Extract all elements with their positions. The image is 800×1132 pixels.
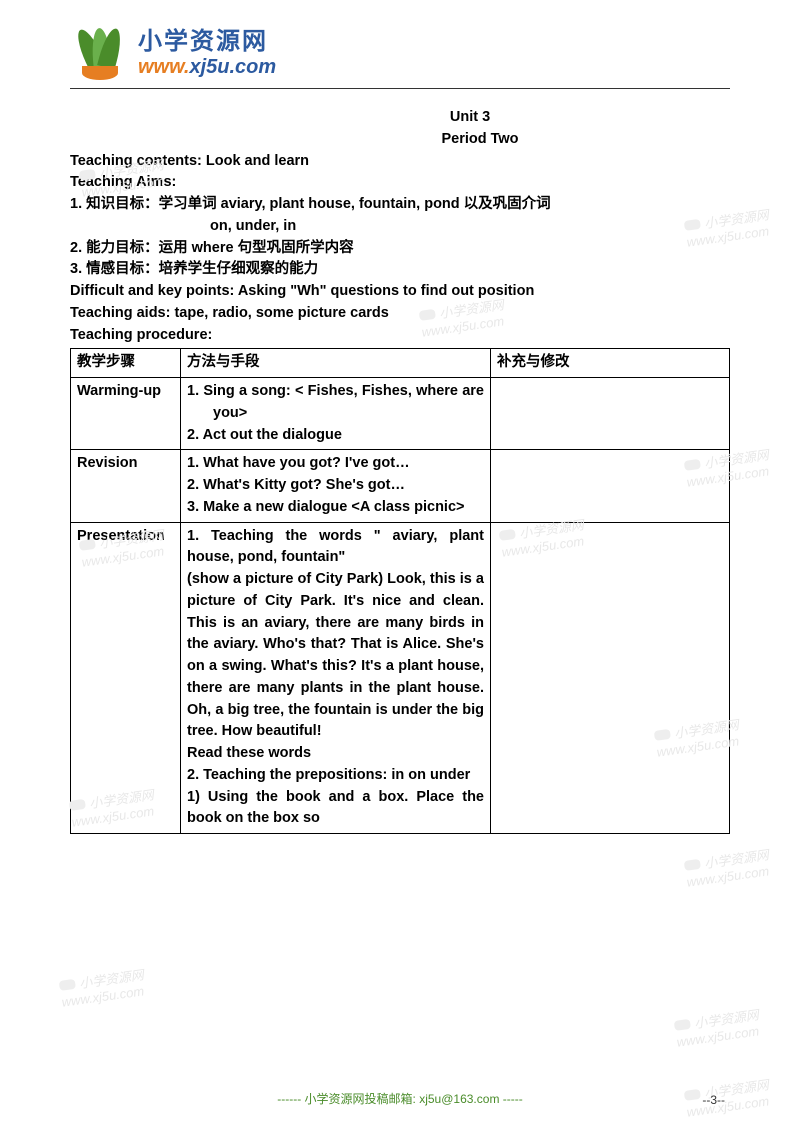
step-cell: Revision <box>71 450 181 522</box>
teaching-procedure-label: Teaching procedure: <box>70 325 730 347</box>
unit-title: Unit 3 <box>210 107 730 129</box>
table-row: Warming-up 1. Sing a song: < Fishes, Fis… <box>71 378 730 450</box>
teaching-contents: Teaching contents: Look and learn <box>70 151 730 173</box>
notes-cell <box>491 522 730 834</box>
aim-1-cont: on, under, in <box>70 216 730 238</box>
watermark: 小学资源网www.xj5u.com <box>683 844 772 890</box>
logo-area: 小学资源网 www.xj5u.com <box>70 20 730 80</box>
method-cell: 1. Sing a song: < Fishes, Fishes, where … <box>181 378 491 450</box>
notes-cell <box>491 450 730 522</box>
divider <box>70 88 730 89</box>
aim-2: 2. 能力目标：运用 where 句型巩固所学内容 <box>70 238 730 260</box>
watermark: 小学资源网www.xj5u.com <box>58 964 147 1010</box>
difficult-points: Difficult and key points: Asking "Wh" qu… <box>70 281 730 303</box>
header-col3: 补充与修改 <box>491 349 730 378</box>
method-cell: 1. Teaching the words " aviary, plant ho… <box>181 522 491 834</box>
table-row: Presentation 1. Teaching the words " avi… <box>71 522 730 834</box>
logo-cn-text: 小学资源网 <box>138 21 276 56</box>
notes-cell <box>491 378 730 450</box>
document-content: Unit 3 Period Two Teaching contents: Loo… <box>70 107 730 834</box>
logo-icon <box>70 20 130 80</box>
step-cell: Warming-up <box>71 378 181 450</box>
header-col1: 教学步骤 <box>71 349 181 378</box>
step-cell: Presentation <box>71 522 181 834</box>
teaching-aims-label: Teaching Aims: <box>70 172 730 194</box>
teaching-aids: Teaching aids: tape, radio, some picture… <box>70 303 730 325</box>
aim-3: 3. 情感目标：培养学生仔细观察的能力 <box>70 259 730 281</box>
aim-1: 1. 知识目标：学习单词 aviary, plant house, founta… <box>70 194 730 216</box>
logo-text: 小学资源网 www.xj5u.com <box>138 21 276 79</box>
footer-text: ------ 小学资源网投稿邮箱: xj5u@163.com ----- <box>0 1090 800 1107</box>
watermark: 小学资源网www.xj5u.com <box>673 1004 762 1050</box>
header-col2: 方法与手段 <box>181 349 491 378</box>
table-row: Revision 1. What have you got? I've got…… <box>71 450 730 522</box>
period-title: Period Two <box>230 129 730 151</box>
method-cell: 1. What have you got? I've got… 2. What'… <box>181 450 491 522</box>
logo-url: www.xj5u.com <box>138 56 276 79</box>
page-number: --3-- <box>702 1093 725 1107</box>
table-header-row: 教学步骤 方法与手段 补充与修改 <box>71 349 730 378</box>
procedure-table: 教学步骤 方法与手段 补充与修改 Warming-up 1. Sing a so… <box>70 348 730 834</box>
